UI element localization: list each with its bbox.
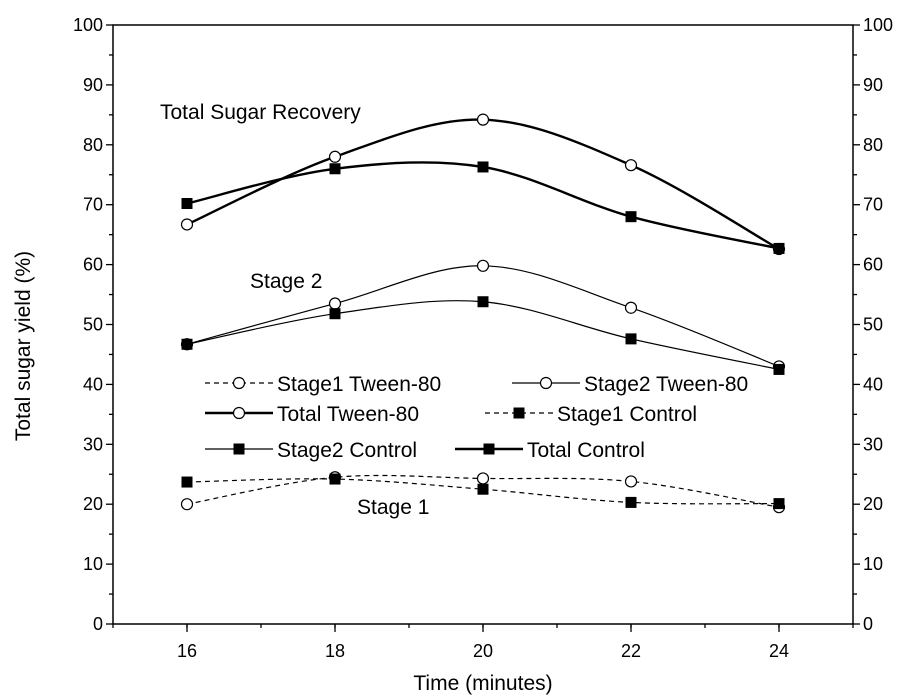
legend-label-total-tween-80: Total Tween-80 [277,403,419,426]
legend-marker-stage1-tween-80 [232,376,246,390]
y-tick-label-left: 100 [73,15,103,35]
data-point-stage1-tween-80 [624,475,638,488]
data-point-total-control [181,198,193,210]
y-tick-label-left: 20 [83,494,103,514]
data-point-total-control [477,161,489,173]
legend-label-stage2-tween-80: Stage2 Tween-80 [584,373,748,396]
y-tick-label-right: 80 [863,135,883,155]
series-line-stage2-control [186,300,780,371]
series-line-stage1-control [186,478,780,505]
legend-marker-total-control [483,443,495,455]
data-point-stage1-control [181,476,193,488]
y-tick-label-left: 70 [83,195,103,215]
y-tick-label-right: 30 [863,434,883,454]
legend-item-stage2-control: Stage2 Control [205,439,417,462]
x-axis-title: Time (minutes) [413,672,552,695]
legend-label-total-control: Total Control [527,439,645,462]
data-point-stage2-tween-80 [328,297,342,310]
data-point-total-tween-80 [476,113,490,126]
x-tick-label: 16 [177,641,197,661]
data-point-stage1-control [773,498,785,510]
axes: 0 0 10 10 20 20 30 30 40 40 50 50 60 60 70 70 80 80 90 90 10… [73,15,893,661]
data-point-total-tween-80 [624,159,638,172]
x-tick-label: 22 [621,641,641,661]
legend-marker-total-tween-80 [232,406,246,420]
data-point-stage1-control [477,483,489,495]
legend-item-total-control: Total Control [455,439,645,462]
x-tick-label: 24 [769,641,789,661]
data-point-stage2-control [477,296,489,308]
y-axis-title: Total sugar yield (%) [12,251,35,441]
data-point-stage2-control [625,333,637,345]
data-point-stage1-tween-80 [180,498,194,511]
legend-label-stage2-control: Stage2 Control [277,439,417,462]
series-stage1-control [181,473,785,510]
data-point-total-control [329,163,341,175]
data-point-total-tween-80 [180,218,194,231]
data-point-stage2-control [329,308,341,320]
data-point-total-tween-80 [328,150,342,163]
legend-item-stage1-control: Stage1 Control [485,403,697,426]
series-stage2-control [181,296,785,375]
y-tick-label-left: 90 [83,75,103,95]
legend-marker-stage2-tween-80 [539,376,553,390]
series-line-total-control [186,161,780,250]
y-tick-label-right: 60 [863,255,883,275]
data-point-stage2-tween-80 [624,301,638,314]
data-point-stage2-control [181,338,193,350]
legend-marker-stage1-control [513,407,525,419]
data-point-stage1-control [329,473,341,485]
annotation-total-sugar-recovery: Total Sugar Recovery [160,101,361,124]
legend-item-stage1-tween-80: Stage1 Tween-80 [205,373,441,396]
y-tick-label-right: 10 [863,554,883,574]
legend-label-stage1-control: Stage1 Control [557,403,697,426]
series-group [180,113,786,514]
legend-marker-stage2-control [233,443,245,455]
legend-item-stage2-tween-80: Stage2 Tween-80 [512,373,748,396]
x-tick-label: 18 [325,641,345,661]
series-stage1-tween-80 [180,471,786,514]
series-total-control [181,161,785,254]
data-point-stage1-control [625,496,637,508]
y-tick-label-left: 80 [83,135,103,155]
annotation-stage-1: Stage 1 [357,496,429,519]
series-total-tween-80 [180,113,786,256]
data-point-stage2-control [773,363,785,375]
y-tick-label-right: 70 [863,195,883,215]
y-tick-label-left: 50 [83,315,103,335]
y-tick-label-right: 20 [863,494,883,514]
legend: Stage1 Tween-80 Stage2 Tween-80 Total Twee… [205,373,748,462]
legend-label-stage1-tween-80: Stage1 Tween-80 [277,373,441,396]
y-tick-label-left: 30 [83,434,103,454]
data-point-total-control [625,211,637,223]
y-tick-label-right: 50 [863,315,883,335]
y-tick-label-right: 40 [863,374,883,394]
data-point-stage2-tween-80 [476,259,490,272]
y-tick-label-left: 40 [83,374,103,394]
y-tick-label-left: 60 [83,255,103,275]
legend-item-total-tween-80: Total Tween-80 [205,403,419,426]
y-tick-label-right: 100 [863,15,893,35]
annotation-stage-2: Stage 2 [250,270,322,293]
data-point-stage1-tween-80 [476,472,490,485]
x-tick-label: 20 [473,641,493,661]
data-point-total-control [773,242,785,254]
y-tick-label-right: 90 [863,75,883,95]
y-tick-label-right: 0 [863,614,873,634]
y-tick-label-left: 10 [83,554,103,574]
y-tick-label-left: 0 [93,614,103,634]
